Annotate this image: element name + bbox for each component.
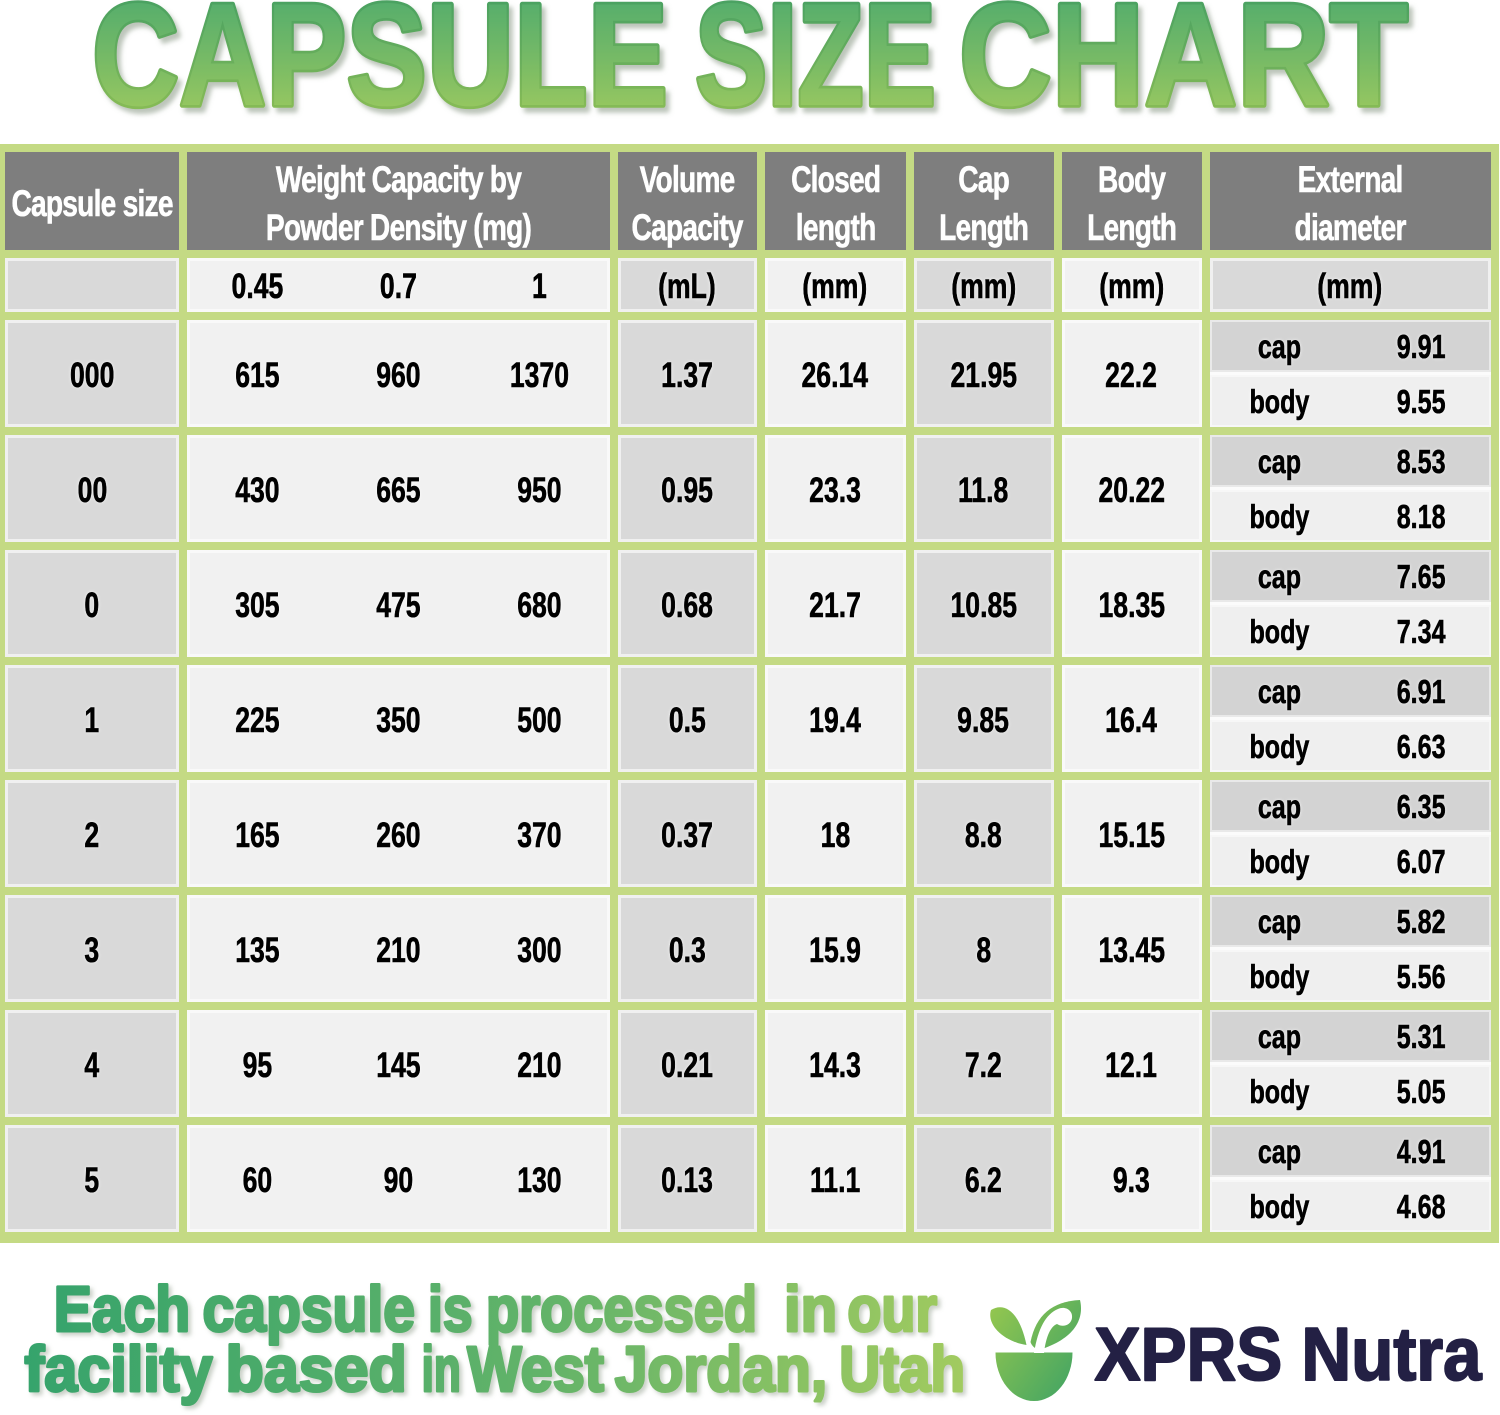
svg-text:Jordan,: Jordan,	[615, 1333, 828, 1405]
svg-text:Utah: Utah	[839, 1333, 965, 1405]
svg-text:our: our	[847, 1273, 937, 1345]
svg-text:in: in	[784, 1273, 837, 1345]
svg-text:CHART: CHART	[959, 0, 1408, 136]
svg-text:SIZE: SIZE	[695, 0, 936, 136]
svg-text:Each: Each	[54, 1273, 191, 1345]
svg-text:XPRS Nutra: XPRS Nutra	[1095, 1312, 1483, 1396]
svg-text:based: based	[226, 1333, 407, 1405]
svg-text:facility: facility	[25, 1333, 213, 1405]
svg-text:capsule: capsule	[203, 1273, 416, 1345]
svg-text:West: West	[467, 1333, 604, 1405]
svg-text:in: in	[422, 1333, 461, 1405]
svg-text:is: is	[428, 1273, 473, 1345]
svg-text:CAPSULE: CAPSULE	[92, 0, 668, 136]
svg-text:processed: processed	[486, 1273, 757, 1345]
